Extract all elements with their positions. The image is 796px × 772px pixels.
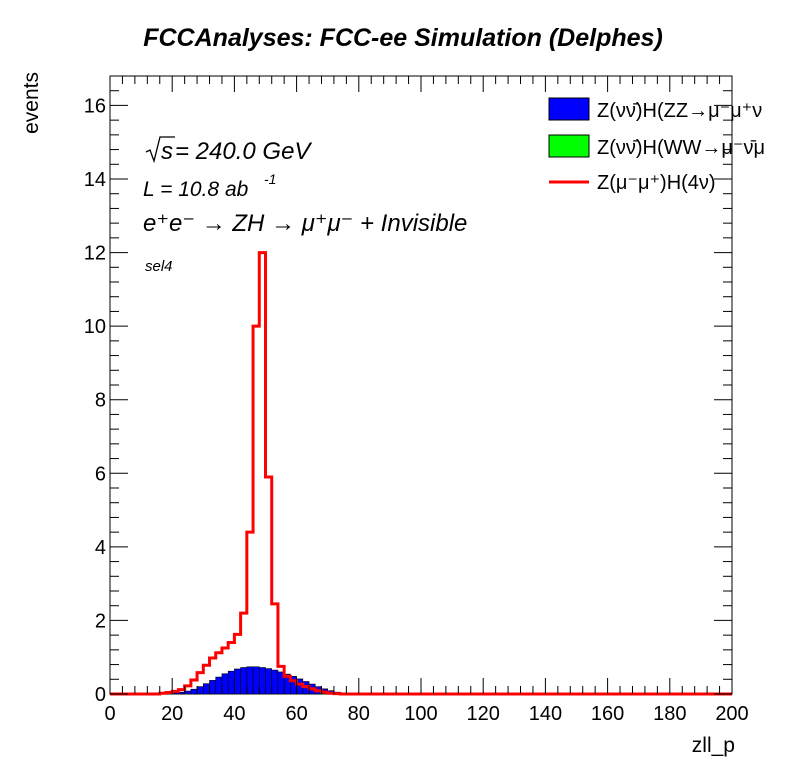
legend: Z(νν̄)H(ZZ→μ⁻μ⁺ν Z(νν̄)H(WW→μ⁻ν̄μ Z(μ⁻μ⁺… (548, 97, 765, 194)
legend-label-signal: Z(μ⁻μ⁺)H(4ν) (597, 172, 716, 194)
y-tick-label: 0 (95, 684, 106, 706)
x-tick-label: 80 (348, 703, 370, 725)
bar-0-12 (234, 668, 241, 695)
bar-0-16 (258, 667, 266, 695)
x-tick-label: 140 (529, 703, 562, 725)
x-tick-label: 160 (591, 703, 624, 725)
x-tick-label: 40 (223, 703, 245, 725)
y-axis-label: events (20, 72, 43, 134)
bar-0-8 (209, 680, 217, 695)
annotation-block: s = 240.0 GeV L = 10.8 ab -1 e⁺e⁻ → ZH →… (143, 136, 467, 275)
y-tick-label: 6 (95, 463, 106, 485)
series-line-2 (110, 251, 732, 696)
bar-0-6 (196, 686, 204, 695)
x-tick-label: 60 (285, 703, 307, 725)
annotation-lumi-exp: -1 (264, 171, 276, 187)
plot-frame (109, 75, 733, 695)
legend-swatch-ww (548, 134, 590, 158)
sqrt-symbol (145, 136, 175, 164)
bar-0-18 (271, 669, 279, 695)
bar-0-7 (203, 683, 210, 695)
annotation-sqrt-s: s (161, 138, 173, 165)
bar-0-10 (221, 673, 229, 695)
x-tick-label: 20 (161, 703, 183, 725)
x-axis-label: zll_p (692, 734, 735, 757)
chart-title: FCCAnalyses: FCC-ee Simulation (Delphes) (143, 24, 663, 52)
x-tick-label: 0 (104, 703, 115, 725)
bar-0-17 (265, 668, 273, 695)
bar-0-4 (184, 690, 192, 695)
x-tick-label: 180 (653, 703, 686, 725)
bar-0-15 (252, 666, 260, 695)
bar-0-13 (240, 667, 248, 695)
y-tick-label: 4 (95, 537, 106, 559)
bar-0-11 (227, 670, 235, 695)
annotation-energy: = 240.0 GeV (175, 138, 312, 165)
bar-0-14 (246, 666, 254, 695)
x-tick-label: 200 (715, 703, 748, 725)
y-tick-label: 10 (84, 316, 106, 338)
legend-swatch-zz (548, 97, 590, 121)
annotation-lumi: L = 10.8 ab (143, 178, 249, 201)
y-tick-label: 16 (84, 95, 106, 117)
bar-0-5 (190, 688, 198, 695)
y-tick-label: 14 (84, 169, 106, 191)
annotation-selection: sel4 (145, 258, 173, 275)
x-tick-label: 120 (467, 703, 500, 725)
bar-0-9 (215, 676, 223, 695)
annotation-process: e⁺e⁻ → ZH → μ⁺μ⁻ + Invisible (143, 210, 467, 237)
y-tick-label: 8 (95, 390, 106, 412)
x-tick-label: 100 (404, 703, 437, 725)
legend-label-zz: Z(νν̄)H(ZZ→μ⁻μ⁺ν (597, 100, 762, 122)
y-tick-label: 2 (95, 610, 106, 632)
legend-label-ww: Z(νν̄)H(WW→μ⁻ν̄μ (597, 137, 765, 159)
y-tick-label: 12 (84, 243, 106, 265)
